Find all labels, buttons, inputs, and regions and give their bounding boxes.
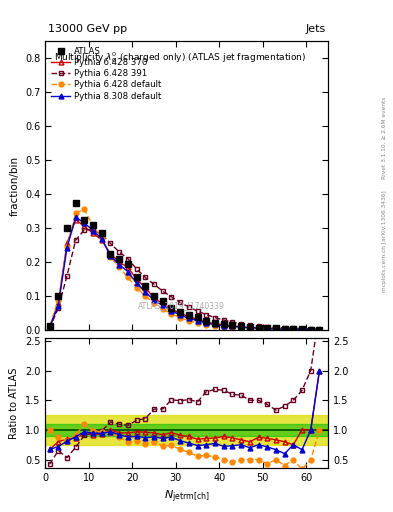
Bar	[45, 424, 328, 436]
Text: Jets: Jets	[305, 24, 325, 34]
X-axis label: $N_{\mathrm{jetrm[ch]}}$: $N_{\mathrm{jetrm[ch]}}$	[164, 489, 209, 505]
Text: ATLAS_2019_I1740339: ATLAS_2019_I1740339	[138, 301, 224, 310]
Text: mcplots.cern.ch [arXiv:1306.3436]: mcplots.cern.ch [arXiv:1306.3436]	[382, 190, 387, 291]
Y-axis label: fraction/bin: fraction/bin	[9, 156, 19, 216]
Text: Rivet 3.1.10, ≥ 2.6M events: Rivet 3.1.10, ≥ 2.6M events	[382, 97, 387, 179]
Text: 13000 GeV pp: 13000 GeV pp	[48, 24, 127, 34]
Bar	[45, 415, 328, 445]
Text: Multiplicity $\lambda_0^0$ (charged only) (ATLAS jet fragmentation): Multiplicity $\lambda_0^0$ (charged only…	[54, 50, 306, 65]
Legend: ATLAS, Pythia 6.428 370, Pythia 6.428 391, Pythia 6.428 default, Pythia 8.308 de: ATLAS, Pythia 6.428 370, Pythia 6.428 39…	[48, 44, 164, 104]
Y-axis label: Ratio to ATLAS: Ratio to ATLAS	[9, 368, 19, 439]
